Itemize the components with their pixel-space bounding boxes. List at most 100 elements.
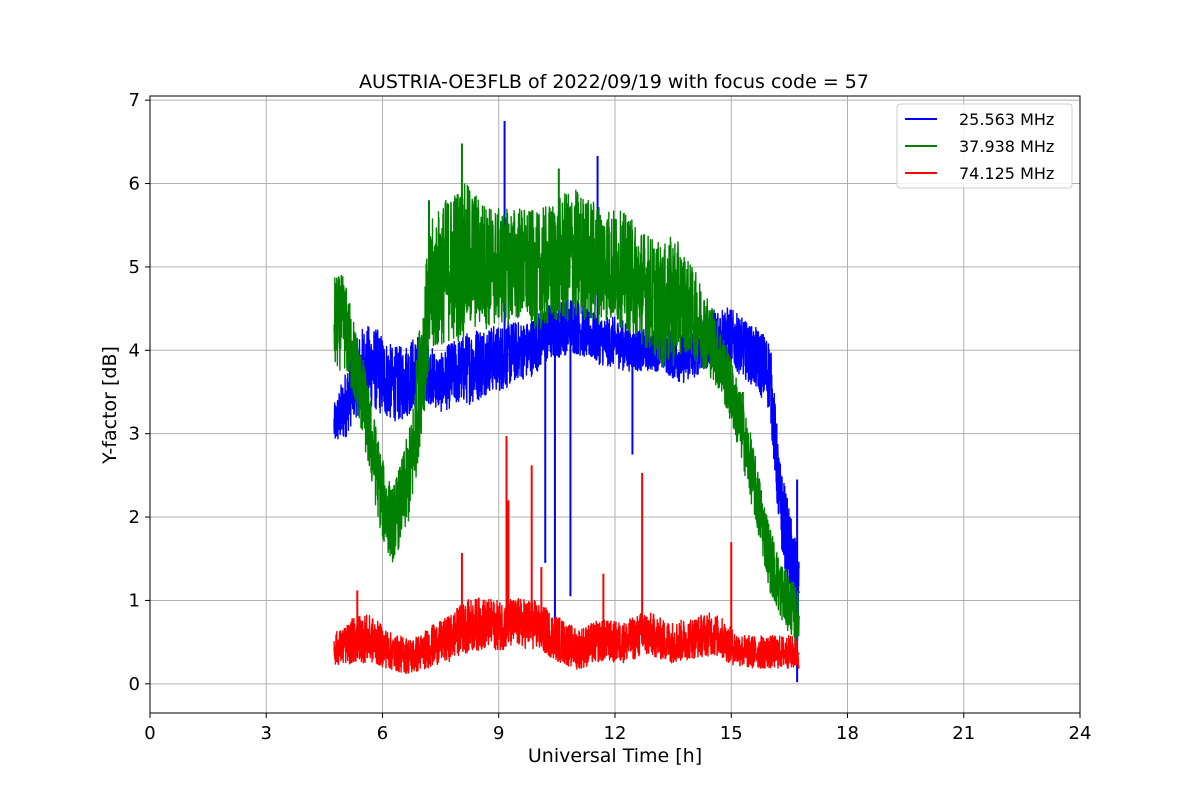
data-point bbox=[401, 382, 403, 385]
data-point bbox=[391, 651, 393, 653]
data-point bbox=[410, 466, 413, 468]
data-point bbox=[643, 632, 645, 635]
data-point bbox=[565, 642, 568, 645]
data-point bbox=[381, 499, 384, 502]
data-point bbox=[449, 266, 452, 268]
y-tick-label: 7 bbox=[129, 90, 140, 111]
data-point bbox=[556, 328, 558, 331]
data-point bbox=[410, 374, 413, 377]
data-point bbox=[701, 324, 703, 327]
data-point bbox=[497, 624, 500, 627]
data-point bbox=[565, 324, 568, 327]
data-point bbox=[517, 261, 519, 264]
data-point bbox=[730, 336, 733, 339]
data-point bbox=[711, 341, 713, 343]
data-point bbox=[468, 624, 471, 627]
data-point bbox=[362, 637, 364, 639]
data-point bbox=[691, 637, 694, 639]
data-point bbox=[333, 647, 335, 650]
data-point bbox=[682, 639, 684, 642]
data-point bbox=[701, 634, 703, 637]
data-point bbox=[623, 345, 626, 347]
data-point bbox=[439, 641, 442, 643]
data-point bbox=[652, 295, 655, 297]
data-point bbox=[556, 261, 558, 264]
y-axis-label: Y-factor [dB] bbox=[99, 346, 121, 465]
data-point bbox=[740, 649, 742, 652]
series-2 bbox=[333, 436, 800, 675]
x-tick-label: 3 bbox=[261, 723, 272, 744]
data-point bbox=[401, 653, 403, 656]
data-point bbox=[468, 366, 471, 368]
legend-label: 74.125 MHz bbox=[959, 164, 1054, 183]
data-point bbox=[372, 366, 374, 368]
data-point bbox=[720, 637, 723, 639]
data-point bbox=[633, 349, 636, 352]
data-point bbox=[536, 341, 539, 343]
data-point bbox=[604, 341, 607, 343]
data-point bbox=[585, 332, 587, 335]
data-point bbox=[527, 349, 529, 352]
data-point bbox=[439, 274, 442, 277]
data-point bbox=[614, 341, 616, 343]
data-point bbox=[556, 637, 558, 639]
data-point bbox=[459, 628, 461, 631]
data-point bbox=[604, 639, 607, 642]
data-point bbox=[788, 549, 791, 552]
data-point bbox=[798, 591, 800, 593]
x-tick-label: 9 bbox=[493, 723, 504, 744]
legend-label: 25.563 MHz bbox=[959, 110, 1054, 129]
data-point bbox=[342, 407, 345, 410]
x-tick-label: 21 bbox=[952, 723, 975, 744]
series-line bbox=[333, 183, 800, 642]
data-point bbox=[788, 603, 791, 606]
x-tick-label: 0 bbox=[144, 723, 155, 744]
data-point bbox=[798, 653, 800, 655]
data-point bbox=[478, 261, 481, 264]
data-point bbox=[662, 307, 665, 310]
data-point bbox=[391, 382, 393, 385]
data-point bbox=[769, 557, 771, 560]
data-point bbox=[488, 357, 490, 360]
data-point bbox=[769, 374, 771, 377]
grid bbox=[149, 96, 1081, 713]
legend: 25.563 MHz 37.938 MHz 74.125 MHz bbox=[896, 103, 1073, 189]
y-tick-label: 1 bbox=[129, 590, 140, 611]
y-tick-label: 3 bbox=[129, 424, 140, 445]
data-point bbox=[585, 257, 587, 260]
legend-box bbox=[896, 103, 1073, 189]
y-tick-label: 5 bbox=[129, 257, 140, 278]
data-point bbox=[468, 257, 471, 260]
data-point bbox=[507, 353, 510, 356]
series-1 bbox=[333, 143, 800, 647]
data-point bbox=[478, 622, 481, 625]
data-point bbox=[730, 391, 733, 393]
data-point bbox=[449, 374, 452, 377]
data-point bbox=[352, 639, 355, 642]
data-point bbox=[527, 266, 529, 268]
data-point bbox=[788, 651, 791, 653]
data-point bbox=[672, 299, 674, 302]
data-point bbox=[333, 424, 335, 427]
data-point bbox=[633, 278, 636, 281]
data-point bbox=[672, 641, 674, 643]
data-point bbox=[594, 261, 597, 264]
data-point bbox=[740, 424, 742, 427]
series-line bbox=[333, 297, 800, 622]
data-point bbox=[575, 647, 578, 650]
data-point bbox=[691, 311, 694, 314]
data-point bbox=[720, 332, 723, 335]
data-point bbox=[410, 655, 413, 658]
data-point bbox=[749, 651, 752, 653]
data-point bbox=[691, 353, 694, 356]
data-point bbox=[420, 651, 423, 653]
data-point bbox=[759, 512, 762, 514]
data-point bbox=[381, 374, 384, 377]
legend-label: 37.938 MHz bbox=[959, 137, 1054, 156]
data-point bbox=[711, 632, 713, 635]
data-point bbox=[769, 651, 771, 653]
data-point bbox=[759, 362, 762, 364]
